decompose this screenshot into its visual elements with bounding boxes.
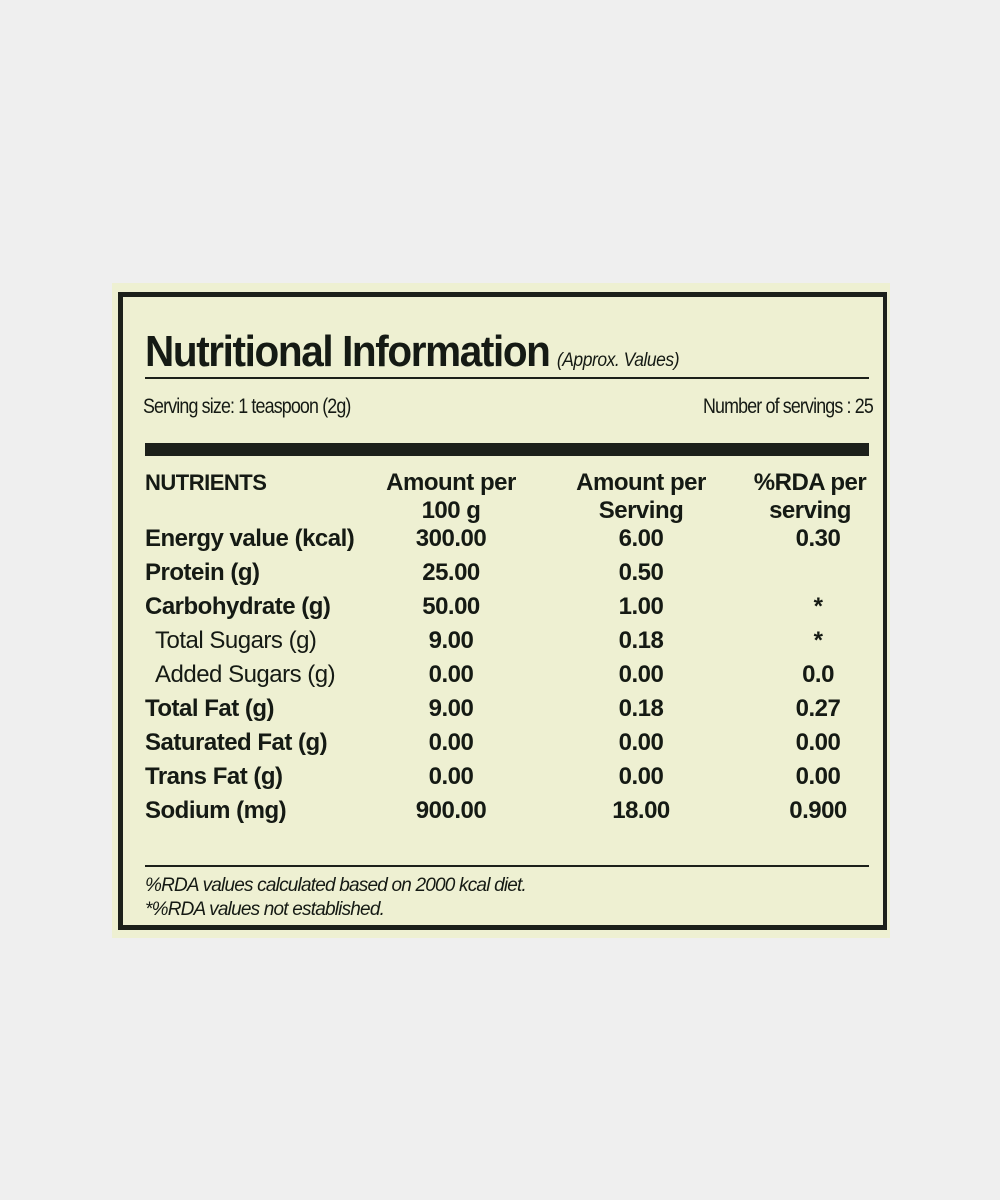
amount-per-serving: 0.00	[618, 661, 664, 688]
rda-per-serving: 0.30	[795, 525, 841, 552]
table-row: Energy value (kcal) 300.00 6.00 0.30	[123, 525, 883, 559]
amount-per-100g: 50.00	[422, 593, 480, 620]
nutrient-name: Total Sugars (g)	[155, 627, 317, 654]
rda-per-serving: *	[813, 627, 823, 654]
table-row: Trans Fat (g) 0.00 0.00 0.00	[123, 763, 883, 797]
amount-per-serving: 18.00	[612, 797, 670, 824]
table-row: Saturated Fat (g) 0.00 0.00 0.00	[123, 729, 883, 763]
rda-per-serving: 0.900	[789, 797, 847, 824]
amount-per-100g: 900.00	[415, 797, 487, 824]
divider	[145, 865, 869, 867]
servings-count: Number of servings : 25	[703, 395, 874, 418]
amount-per-serving: 0.50	[618, 559, 664, 586]
amount-per-100g: 0.00	[428, 763, 474, 790]
amount-per-serving: 0.18	[618, 627, 664, 654]
amount-per-serving: 0.00	[618, 729, 664, 756]
label-title: Nutritional Information (Approx. Values)	[145, 327, 680, 377]
amount-per-100g: 0.00	[428, 729, 474, 756]
footnote: %RDA values calculated based on 2000 kca…	[145, 875, 527, 896]
amount-per-serving: 0.18	[618, 695, 664, 722]
nutrition-label: Nutritional Information (Approx. Values) …	[112, 283, 890, 938]
serving-size: Serving size: 1 teaspoon (2g)	[143, 395, 351, 418]
nutrient-name: Energy value (kcal)	[145, 525, 355, 552]
nutrient-name: Protein (g)	[145, 559, 260, 586]
rda-per-serving: 0.0	[802, 661, 834, 688]
nutrient-name: Carbohydrate (g)	[145, 593, 331, 620]
amount-per-100g: 25.00	[422, 559, 480, 586]
nutrient-name: Saturated Fat (g)	[145, 729, 328, 756]
amount-per-100g: 300.00	[415, 525, 487, 552]
title-note: (Approx. Values)	[556, 350, 680, 371]
amount-per-serving: 1.00	[618, 593, 664, 620]
amount-per-100g: 9.00	[428, 695, 474, 722]
title-text: Nutritional Information	[145, 327, 551, 376]
table-row: Total Sugars (g) 9.00 0.18 *	[123, 627, 883, 661]
table-row: Protein (g) 25.00 0.50	[123, 559, 883, 593]
header-per-100g: Amount per 100 g	[386, 469, 516, 524]
amount-per-serving: 0.00	[618, 763, 664, 790]
table-row: Sodium (mg) 900.00 18.00 0.900	[123, 797, 883, 831]
rda-per-serving: 0.00	[795, 729, 841, 756]
header-per-serving: Amount per Serving	[576, 469, 706, 524]
rda-per-serving: *	[813, 593, 823, 620]
thick-divider	[145, 443, 869, 456]
table-row: Carbohydrate (g) 50.00 1.00 *	[123, 593, 883, 627]
footnote: *%RDA values not established.	[145, 899, 385, 920]
rda-per-serving: 0.00	[795, 763, 841, 790]
table-row: Added Sugars (g) 0.00 0.00 0.0	[123, 661, 883, 695]
amount-per-serving: 6.00	[618, 525, 664, 552]
nutrient-name: Sodium (mg)	[145, 797, 287, 824]
nutrient-name: Added Sugars (g)	[155, 661, 336, 688]
rda-per-serving: 0.27	[795, 695, 841, 722]
amount-per-100g: 9.00	[428, 627, 474, 654]
nutrient-name: Total Fat (g)	[145, 695, 275, 722]
amount-per-100g: 0.00	[428, 661, 474, 688]
table-row: Total Fat (g) 9.00 0.18 0.27	[123, 695, 883, 729]
label-border: Nutritional Information (Approx. Values) …	[118, 292, 887, 930]
nutrient-name: Trans Fat (g)	[145, 763, 283, 790]
header-rda: %RDA per serving	[753, 469, 867, 524]
divider	[145, 377, 869, 379]
header-nutrients: NUTRIENTS	[145, 470, 267, 495]
